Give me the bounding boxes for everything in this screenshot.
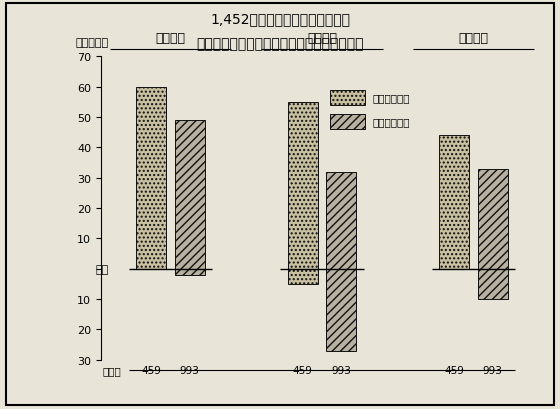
Text: 出勤状況: 出勤状況 [307, 32, 337, 45]
Bar [175, 121, 205, 275]
Text: 993: 993 [483, 366, 503, 375]
Text: 職務遂行: 職務遂行 [459, 32, 488, 45]
Text: 459: 459 [293, 366, 312, 375]
Text: 採用後の受傷: 採用後の受傷 [372, 117, 410, 127]
Text: 993: 993 [180, 366, 199, 375]
Bar [326, 172, 356, 351]
Text: 平均: 平均 [95, 264, 109, 274]
Text: 採用前の受傷: 採用前の受傷 [372, 93, 410, 103]
Bar [478, 169, 508, 299]
Bar [136, 88, 166, 269]
Text: 993: 993 [332, 366, 351, 375]
Bar [288, 103, 318, 284]
Text: 安全記録: 安全記録 [156, 32, 185, 45]
Text: 459: 459 [445, 366, 464, 375]
FancyBboxPatch shape [330, 115, 365, 130]
Text: 社員数: 社員数 [102, 366, 121, 375]
Text: バーセント: バーセント [75, 38, 109, 48]
FancyBboxPatch shape [330, 90, 365, 106]
Bar [439, 136, 469, 269]
Text: 1,452人の障害者社員の成績評定: 1,452人の障害者社員の成績評定 [210, 12, 350, 26]
Text: 採用前からの障害者と採用後の障害者の対比: 採用前からの障害者と採用後の障害者の対比 [196, 37, 364, 51]
Text: 459: 459 [141, 366, 161, 375]
